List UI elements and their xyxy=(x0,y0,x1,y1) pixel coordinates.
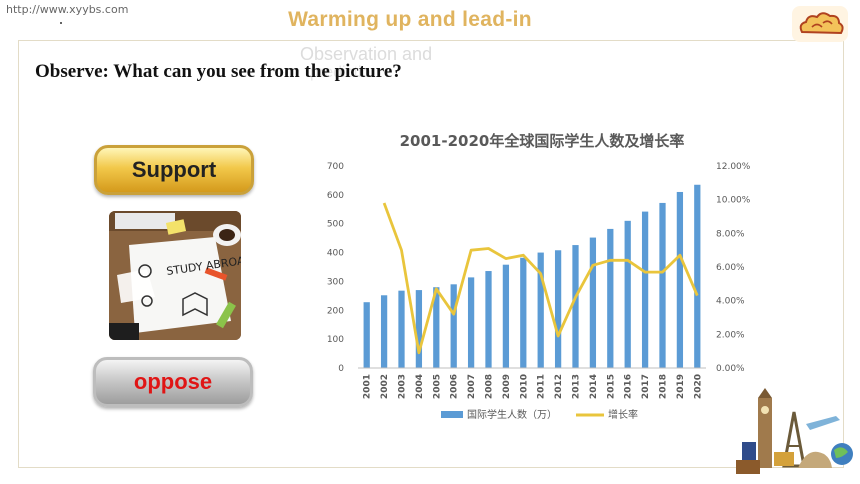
bar-mark xyxy=(380,295,388,368)
x-tick-label: 2004 xyxy=(415,374,425,399)
y-tick-label: 100 xyxy=(327,335,344,345)
x-tick-label: 2013 xyxy=(572,374,582,399)
x-tick-label: 2017 xyxy=(641,374,651,399)
x-tick-label: 2015 xyxy=(606,374,616,399)
bar-mark xyxy=(433,287,440,368)
watermark-url: http://www.xyybs.com xyxy=(6,3,129,16)
y-tick-label: 600 xyxy=(327,191,344,201)
bar-mark xyxy=(363,302,370,368)
subtitle-line1: Observation and xyxy=(300,44,433,64)
study-abroad-photo: STUDY ABROAD xyxy=(109,211,241,340)
question-text: Observe: What can you see from the pictu… xyxy=(35,61,402,82)
bar-mark xyxy=(572,245,579,368)
bar-mark xyxy=(502,264,510,368)
bar-mark xyxy=(659,202,666,368)
chart-title: 2001-2020年全球国际学生人数及增长率 xyxy=(400,132,685,150)
bar-mark xyxy=(415,290,423,368)
legend-swatch-bar xyxy=(441,411,463,418)
x-tick-label: 2002 xyxy=(380,374,390,399)
travel-landmarks-icon xyxy=(736,388,854,479)
page-title: Warming up and lead-in xyxy=(288,8,532,31)
x-tick-label: 2019 xyxy=(676,374,686,399)
x-tick-label: 2009 xyxy=(502,374,512,399)
x-tick-label: 2011 xyxy=(537,374,547,399)
x-tick-label: 2016 xyxy=(624,374,634,399)
bar-mark xyxy=(676,191,684,368)
bar-mark xyxy=(520,257,527,368)
bar-mark xyxy=(485,271,492,368)
support-button[interactable]: Support xyxy=(94,145,254,195)
bar-mark xyxy=(450,284,457,368)
y-tick-label: 200 xyxy=(327,306,344,316)
y2-tick-label: 10.00% xyxy=(716,196,751,206)
x-tick-label: 2010 xyxy=(519,374,529,399)
legend-label-line: 增长率 xyxy=(608,408,638,421)
bar-mark xyxy=(641,211,649,368)
legend-label-bar: 国际学生人数（万） xyxy=(467,408,557,421)
bar-mark xyxy=(537,252,544,368)
subtitle-line2: predictio xyxy=(310,64,371,81)
y-tick-label: 300 xyxy=(327,277,344,287)
y2-tick-label: 2.00% xyxy=(716,330,745,340)
y2-tick-label: 6.00% xyxy=(716,263,745,273)
x-tick-label: 2014 xyxy=(589,374,599,399)
x-tick-label: 2006 xyxy=(450,374,460,399)
student-chart: 2001-2020年全球国际学生人数及增长率 0 100 200 300 400 500 6… xyxy=(327,132,751,421)
bar-mark xyxy=(467,277,475,368)
slide-frame xyxy=(18,40,844,468)
cloud-ornament-icon xyxy=(792,6,848,47)
bar-mark xyxy=(554,250,562,368)
y-tick-label: 700 xyxy=(327,162,344,172)
y-tick-label: 400 xyxy=(327,249,344,259)
bar-mark xyxy=(398,290,405,368)
x-tick-label: 2012 xyxy=(554,374,564,399)
y2-tick-label: 0.00% xyxy=(716,364,745,374)
bar-mark xyxy=(589,237,597,368)
x-tick-label: 2003 xyxy=(398,374,408,399)
bar-mark xyxy=(624,220,631,368)
bar-mark xyxy=(607,228,614,368)
bar-mark xyxy=(694,184,701,368)
oppose-button[interactable]: oppose xyxy=(93,357,253,407)
x-tick-label: 2007 xyxy=(467,374,477,399)
x-tick-label: 2018 xyxy=(659,374,669,399)
chart-legend: 国际学生人数（万） 增长率 xyxy=(441,408,638,421)
x-tick-label: 2005 xyxy=(432,374,442,399)
x-tick-label: 2001 xyxy=(363,374,373,399)
dot-mark xyxy=(60,22,62,24)
y2-tick-label: 12.00% xyxy=(716,162,751,172)
x-tick-label: 2020 xyxy=(693,374,703,399)
x-tick-label: 2008 xyxy=(485,374,495,399)
y-tick-label: 500 xyxy=(327,220,344,230)
y-tick-label: 0 xyxy=(338,364,344,374)
y2-tick-label: 8.00% xyxy=(716,229,745,239)
growth-rate-line xyxy=(382,202,699,355)
y2-tick-label: 4.00% xyxy=(716,297,745,307)
